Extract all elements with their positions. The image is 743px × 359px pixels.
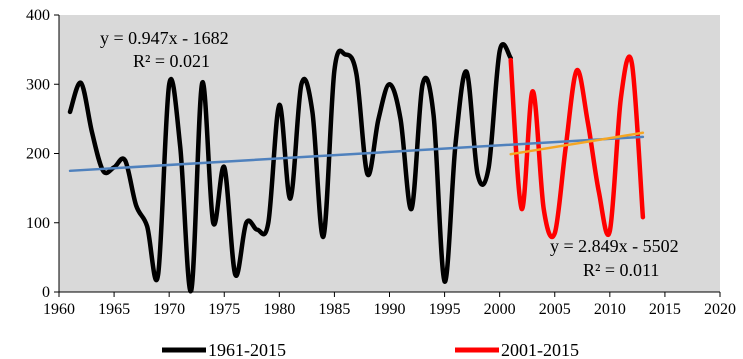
y-tick-label: 100 xyxy=(26,215,50,232)
y-tick-label: 300 xyxy=(26,76,50,93)
x-tick-label: 2005 xyxy=(539,301,571,318)
series-line-2001-2015 xyxy=(508,54,646,240)
y-tick-label: 0 xyxy=(42,284,50,301)
x-tick-label: 2000 xyxy=(484,301,516,318)
legend-label-1961-2015: 1961-2015 xyxy=(208,340,286,359)
x-tick-label: 2010 xyxy=(594,301,626,318)
x-tick-label: 2015 xyxy=(649,301,681,318)
x-tick-label: 1960 xyxy=(43,301,75,318)
equation-label-2001-2015: y = 2.849x - 5502 xyxy=(550,236,679,256)
equation-label-1961-2015: y = 0.947x - 1682 xyxy=(100,28,229,48)
axes: 0 100 200 300 400 1960 1965 1970 1975 1980 1985 199… xyxy=(26,7,736,318)
y-tick-label: 400 xyxy=(26,7,50,24)
plot-area xyxy=(59,15,720,292)
x-tick-label: 1970 xyxy=(153,301,185,318)
x-tick-label: 1965 xyxy=(98,301,130,318)
x-tick-label: 2020 xyxy=(704,301,736,318)
trendlines xyxy=(68,131,645,173)
x-tick-label: 1985 xyxy=(318,301,350,318)
trendline-1961-2015 xyxy=(68,135,645,173)
legend-label-2001-2015: 2001-2015 xyxy=(501,340,579,359)
x-tick-label: 1975 xyxy=(208,301,240,318)
x-tick-label: 1995 xyxy=(429,301,461,318)
r-squared-label-2001-2015: R² = 0.011 xyxy=(583,260,659,280)
x-tick-label: 1980 xyxy=(263,301,295,318)
y-tick-label: 200 xyxy=(26,146,50,163)
series-lines xyxy=(67,41,646,294)
r-squared-label-1961-2015: R² = 0.021 xyxy=(133,51,210,71)
x-tick-label: 1990 xyxy=(374,301,406,318)
legend: 1961-2015 2001-2015 xyxy=(162,340,579,359)
series-line-1961-2015 xyxy=(67,41,513,294)
trendline-2001-2015 xyxy=(509,131,645,156)
